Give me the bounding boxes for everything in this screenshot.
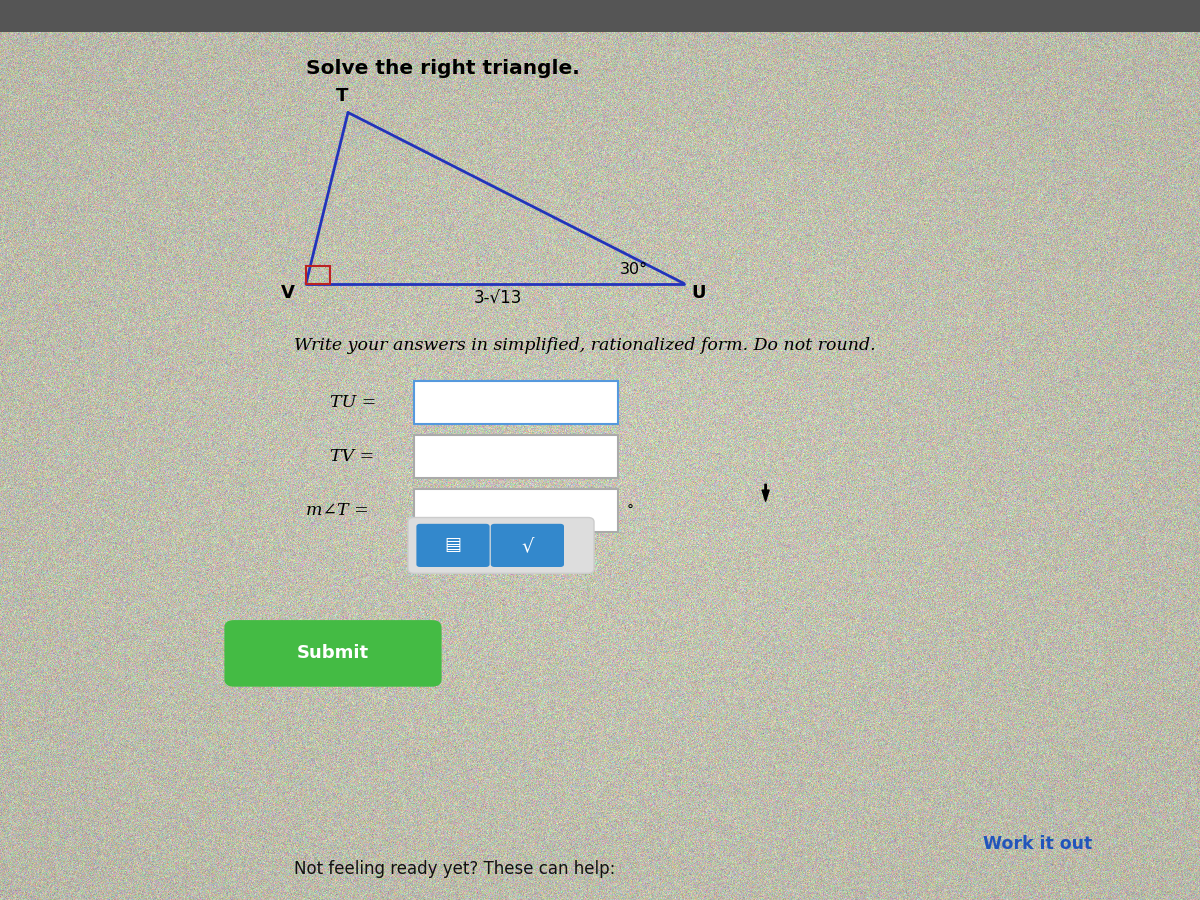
FancyBboxPatch shape — [224, 620, 442, 687]
Text: U: U — [691, 284, 706, 302]
FancyBboxPatch shape — [414, 489, 618, 532]
Text: Submit: Submit — [296, 644, 370, 662]
Text: Work it out: Work it out — [983, 835, 1093, 853]
Text: Solve the right triangle.: Solve the right triangle. — [306, 58, 580, 77]
FancyBboxPatch shape — [416, 524, 490, 567]
Text: Write your answers in simplified, rationalized form. Do not round.: Write your answers in simplified, ration… — [294, 338, 876, 355]
Bar — [306, 266, 330, 284]
Text: °: ° — [626, 504, 634, 518]
FancyBboxPatch shape — [408, 518, 594, 573]
Text: Not feeling ready yet? These can help:: Not feeling ready yet? These can help: — [294, 860, 616, 878]
FancyBboxPatch shape — [491, 524, 564, 567]
Text: T: T — [336, 87, 348, 105]
Text: TV =: TV = — [330, 448, 374, 464]
Text: ▤: ▤ — [444, 536, 462, 554]
FancyBboxPatch shape — [414, 435, 618, 478]
FancyBboxPatch shape — [414, 381, 618, 424]
Text: TU =: TU = — [330, 394, 377, 410]
Text: m∠T =: m∠T = — [306, 502, 368, 518]
Text: 3-√13: 3-√13 — [474, 290, 522, 308]
FancyArrowPatch shape — [762, 484, 769, 501]
Bar — [0, 0, 1200, 32]
Text: V: V — [281, 284, 295, 302]
Text: 30°: 30° — [619, 263, 648, 277]
Text: √: √ — [521, 536, 534, 555]
